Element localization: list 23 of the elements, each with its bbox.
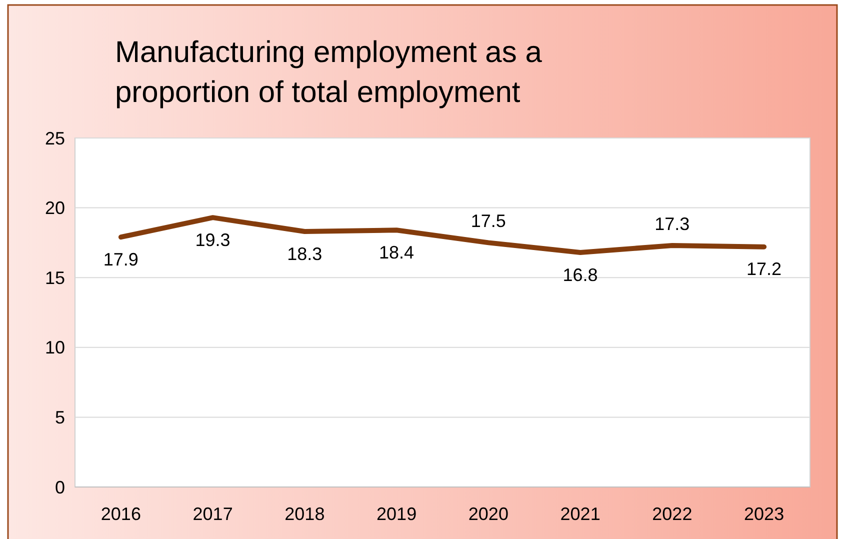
x-tick-label: 2016 <box>100 504 141 524</box>
y-tick-label: 5 <box>54 408 65 428</box>
y-tick-label: 25 <box>44 128 65 148</box>
data-label: 18.3 <box>287 244 322 264</box>
x-tick-label: 2022 <box>652 504 692 524</box>
x-tick-label: 2020 <box>468 504 508 524</box>
data-label: 17.9 <box>103 249 138 270</box>
chart-title: Manufacturing employment as a proportion of total employment <box>115 36 542 109</box>
y-tick-label: 10 <box>44 338 65 358</box>
x-tick-label: 2018 <box>284 504 325 524</box>
x-tick-label: 2021 <box>560 504 600 524</box>
data-label: 18.4 <box>379 242 414 262</box>
x-tick-label: 2019 <box>376 504 417 524</box>
y-tick-label: 20 <box>44 198 65 218</box>
y-tick-label: 15 <box>44 268 65 288</box>
x-tick-label: 2017 <box>192 504 233 524</box>
y-tick-label: 0 <box>54 477 65 498</box>
data-label: 16.8 <box>562 264 598 285</box>
data-label: 17.2 <box>746 259 782 280</box>
x-tick-label: 2023 <box>744 504 784 524</box>
data-label: 17.5 <box>470 211 506 231</box>
data-label: 19.3 <box>195 230 230 250</box>
data-label: 17.3 <box>654 214 690 234</box>
